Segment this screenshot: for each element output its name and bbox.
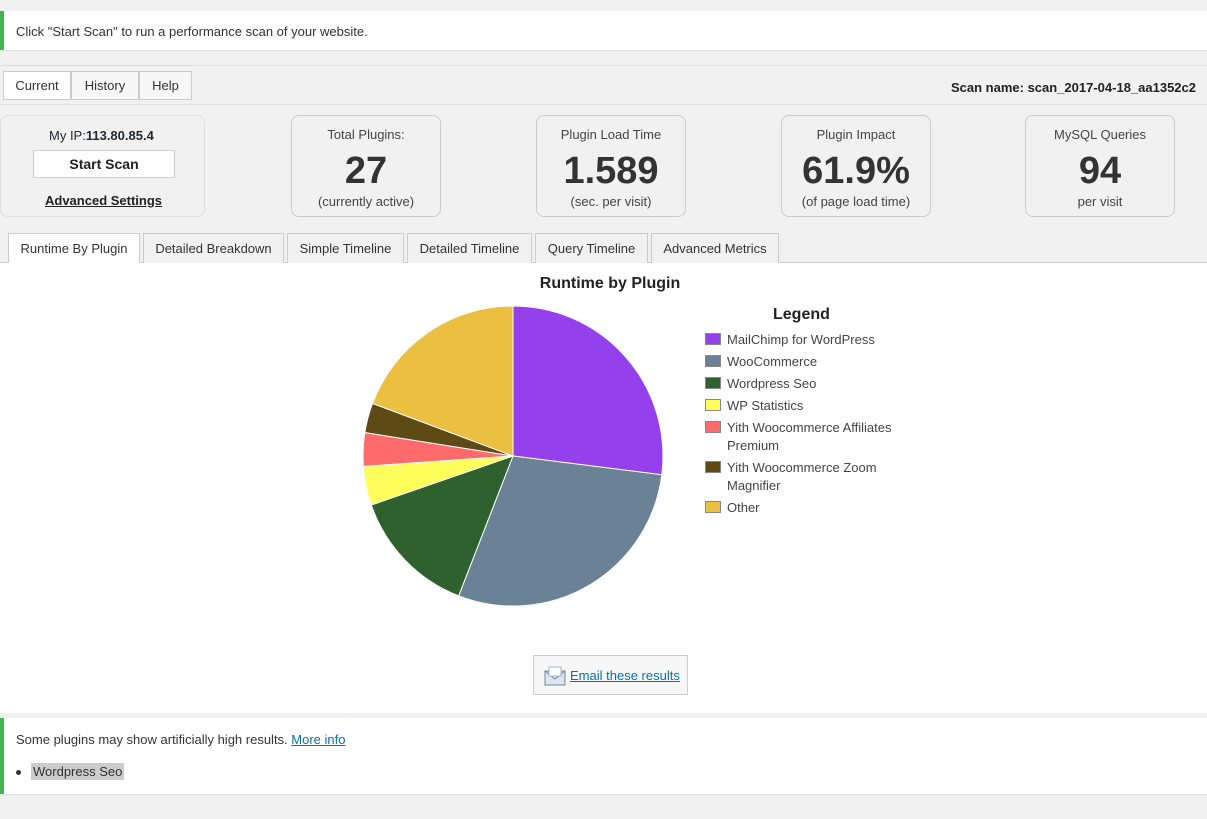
- tab-advanced-metrics[interactable]: Advanced Metrics: [651, 233, 779, 263]
- legend-item: MailChimp for WordPress: [705, 331, 905, 349]
- email-results-button[interactable]: Email these results: [533, 655, 688, 695]
- tab-current[interactable]: Current: [3, 71, 71, 100]
- legend-swatch: [705, 399, 721, 411]
- tab-history[interactable]: History: [71, 71, 139, 100]
- legend-item: Other: [705, 499, 905, 517]
- warning-text: Some plugins may show artificially high …: [16, 732, 288, 747]
- pie-slice-6: [371, 305, 514, 457]
- stat-plugin-impact: Plugin Impact 61.9% (of page load time): [781, 115, 931, 217]
- chart-panel: Runtime by Plugin Legend MailChimp for W…: [0, 263, 1207, 713]
- stat-label: Total Plugins:: [327, 127, 405, 142]
- scan-name: Scan name: scan_2017-04-18_aa1352c2: [950, 80, 1196, 95]
- legend: MailChimp for WordPress WooCommerce Wordpr…: [705, 331, 905, 521]
- legend-label: MailChimp for WordPress: [727, 332, 875, 347]
- legend-label: WooCommerce: [727, 354, 818, 369]
- legend-label: Yith Woocommerce Affiliates Premium: [727, 420, 892, 453]
- report-tabs: Runtime By Plugin Detailed Breakdown Sim…: [0, 230, 1207, 264]
- stat-sub: per visit: [1077, 194, 1123, 209]
- more-info-link[interactable]: More info: [291, 732, 346, 747]
- start-scan-button[interactable]: Start Scan: [33, 150, 175, 178]
- chart-title: Runtime by Plugin: [539, 275, 681, 292]
- stat-mysql-queries: MySQL Queries 94 per visit: [1025, 115, 1175, 217]
- legend-item: Yith Woocommerce Affiliates Premium: [705, 419, 905, 455]
- legend-item: WooCommerce: [705, 353, 905, 371]
- legend-label: Other: [727, 500, 760, 515]
- legend-title: Legend: [773, 306, 830, 323]
- stat-value: 94: [1078, 150, 1122, 192]
- ip-value: 113.80.85.4: [85, 128, 154, 143]
- legend-swatch: [705, 355, 721, 367]
- tab-detailed-timeline[interactable]: Detailed Timeline: [407, 233, 532, 263]
- envelope-icon: [544, 666, 566, 686]
- tab-help[interactable]: Help: [139, 71, 192, 100]
- ip-box: My IP:113.80.85.4 Start Scan Advanced Se…: [0, 115, 205, 217]
- legend-item: Wordpress Seo: [705, 375, 905, 393]
- scan-notice-text: Click "Start Scan" to run a performance …: [16, 24, 368, 39]
- tab-query-timeline[interactable]: Query Timeline: [535, 233, 648, 263]
- scan-notice: Click "Start Scan" to run a performance …: [0, 11, 1207, 50]
- bullet: [16, 770, 21, 776]
- plugin-warning-notice: Some plugins may show artificially high …: [0, 718, 1207, 794]
- legend-swatch: [705, 377, 721, 389]
- flagged-plugins-list: Wordpress Seo: [16, 763, 125, 780]
- stat-plugin-load-time: Plugin Load Time 1.589 (sec. per visit): [536, 115, 686, 217]
- legend-swatch: [705, 501, 721, 513]
- stat-value: 27: [344, 150, 388, 192]
- pie-slice-2: [370, 455, 514, 597]
- legend-item: Yith Woocommerce Zoom Magnifier: [705, 459, 905, 495]
- stat-sub: (currently active): [317, 194, 415, 209]
- email-results-label: Email these results: [570, 668, 680, 683]
- flagged-plugin-item: Wordpress Seo: [31, 763, 125, 780]
- stat-label: Plugin Impact: [816, 127, 896, 142]
- pie-chart: [362, 305, 664, 607]
- advanced-settings-link[interactable]: Advanced Settings: [45, 193, 163, 208]
- pie-slice-1: [458, 455, 663, 607]
- tab-detailed-breakdown[interactable]: Detailed Breakdown: [143, 233, 284, 263]
- stat-sub: (sec. per visit): [570, 194, 652, 209]
- legend-swatch: [705, 461, 721, 473]
- legend-label: WP Statistics: [727, 398, 804, 413]
- stat-label: Plugin Load Time: [560, 127, 662, 142]
- stat-total-plugins: Total Plugins: 27 (currently active): [291, 115, 441, 217]
- stat-value: 61.9%: [802, 150, 910, 192]
- pie-slice-0: [512, 305, 664, 476]
- stats-row: My IP:113.80.85.4 Start Scan Advanced Se…: [0, 105, 1207, 230]
- legend-label: Wordpress Seo: [727, 376, 817, 391]
- ip-label: My IP:: [49, 128, 86, 143]
- legend-item: WP Statistics: [705, 397, 905, 415]
- stat-value: 1.589: [563, 150, 659, 192]
- warning-text-line: Some plugins may show artificially high …: [16, 732, 346, 747]
- tab-runtime-by-plugin[interactable]: Runtime By Plugin: [8, 233, 140, 264]
- ip-line: My IP:113.80.85.4: [49, 128, 154, 143]
- tab-simple-timeline[interactable]: Simple Timeline: [287, 233, 404, 263]
- legend-swatch: [705, 333, 721, 345]
- stat-sub: (of page load time): [801, 194, 911, 209]
- stat-label: MySQL Queries: [1054, 127, 1146, 142]
- main-tabbar: Current History Help Scan name: scan_201…: [0, 65, 1207, 105]
- legend-label: Yith Woocommerce Zoom Magnifier: [727, 460, 877, 493]
- legend-swatch: [705, 421, 721, 433]
